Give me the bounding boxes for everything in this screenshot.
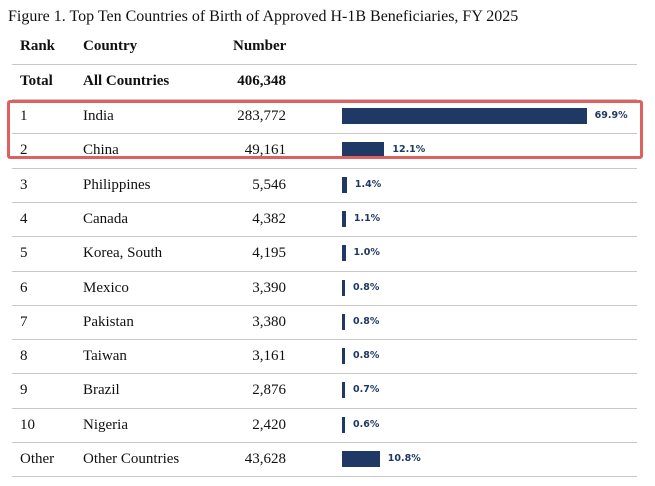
row-number: 5,546 <box>252 176 286 193</box>
bar-data-label: 0.8% <box>353 315 380 327</box>
row-number: 49,161 <box>244 142 286 159</box>
row-rule <box>12 304 637 306</box>
row-number: 2,876 <box>252 382 286 399</box>
bar-korea-south <box>342 245 346 262</box>
row-rank: 10 <box>20 416 35 433</box>
total-number: 406,348 <box>237 73 286 89</box>
row-rule <box>12 201 637 203</box>
row-country: Philippines <box>83 176 151 193</box>
row-rule <box>12 236 637 238</box>
highlight-box <box>7 100 643 159</box>
row-country: Nigeria <box>83 416 128 433</box>
bar-brazil <box>342 382 345 399</box>
total-rank: Total <box>20 73 53 89</box>
table-row: 2 China 49,161 12.1% <box>12 133 637 167</box>
bar-nigeria <box>342 416 345 433</box>
row-rank: 5 <box>20 245 28 262</box>
row-country: India <box>83 108 114 124</box>
row-rank: 3 <box>20 176 28 193</box>
row-rule <box>12 270 637 272</box>
row-number: 283,772 <box>237 108 286 124</box>
bar-data-label: 0.8% <box>353 281 380 293</box>
bar-other-countries <box>342 451 380 467</box>
row-number: 3,161 <box>252 348 286 365</box>
bar-data-label: 0.6% <box>353 418 380 430</box>
bar-data-label: 1.0% <box>353 247 380 259</box>
bar-pakistan <box>342 313 345 330</box>
row-number: 3,390 <box>252 279 286 296</box>
bar-data-label: 1.1% <box>353 212 381 224</box>
bar-china <box>342 142 385 159</box>
row-number: 4,382 <box>252 210 286 227</box>
bar-data-label: 12.1% <box>392 144 426 156</box>
row-rule <box>12 339 637 341</box>
header-rank: Rank <box>20 38 56 54</box>
bar-philippines <box>342 176 347 193</box>
row-country: Korea, South <box>83 245 163 262</box>
row-rank: 2 <box>20 142 28 159</box>
bar-data-label: 69.9% <box>594 110 628 121</box>
bar-data-label: 0.8% <box>353 350 380 362</box>
row-rule <box>12 167 637 169</box>
table-row: Other Other Countries 43,628 10.8% <box>12 442 637 476</box>
row-number: 2,420 <box>252 416 286 433</box>
row-country: Pakistan <box>83 313 134 330</box>
table-row: 1 India 283,772 69.9% <box>12 99 637 133</box>
row-rule <box>12 373 637 375</box>
table-row: 7 Pakistan 3,380 0.8% <box>12 305 637 339</box>
table-row: 3 Philippines 5,546 1.4% <box>12 168 637 202</box>
table-row: 10 Nigeria 2,420 0.6% <box>12 408 637 442</box>
bar-canada <box>342 210 346 227</box>
bar-taiwan <box>342 348 345 365</box>
bar-data-label: 0.7% <box>353 384 380 396</box>
row-rank: 6 <box>20 279 28 296</box>
row-rank: 7 <box>20 313 28 330</box>
table-row: 8 Taiwan 3,161 0.8% <box>12 339 637 373</box>
row-rank: 9 <box>20 382 28 399</box>
row-number: 3,380 <box>252 313 286 330</box>
bar-data-label: 10.8% <box>387 453 421 464</box>
header-rule <box>12 64 637 65</box>
row-rule <box>12 407 637 409</box>
figure-title: Figure 1. Top Ten Countries of Birth of … <box>8 8 519 25</box>
row-rank: 1 <box>20 108 28 124</box>
row-rank: 4 <box>20 210 28 227</box>
bar-india <box>342 108 587 124</box>
row-country: China <box>83 142 119 159</box>
row-rank: Other <box>20 451 55 467</box>
row-country: Brazil <box>83 382 120 399</box>
bottom-rule <box>12 476 637 478</box>
total-country: All Countries <box>83 73 170 89</box>
row-rule <box>12 133 637 135</box>
row-country: Other Countries <box>83 451 180 467</box>
bar-data-label: 1.4% <box>354 178 382 190</box>
row-rule <box>12 99 637 100</box>
row-country: Taiwan <box>83 348 127 365</box>
bar-mexico <box>342 279 345 296</box>
row-rule <box>12 442 637 443</box>
table-row: 6 Mexico 3,390 0.8% <box>12 271 637 305</box>
row-number: 4,195 <box>252 245 286 262</box>
total-row: Total All Countries 406,348 <box>12 64 637 98</box>
row-rank: 8 <box>20 348 28 365</box>
table-row: 9 Brazil 2,876 0.7% <box>12 373 637 407</box>
row-country: Mexico <box>83 279 129 296</box>
header-country: Country <box>83 38 138 54</box>
row-number: 43,628 <box>244 451 286 467</box>
table-row: 4 Canada 4,382 1.1% <box>12 202 637 236</box>
header-number: Number <box>233 38 287 54</box>
table-row: 5 Korea, South 4,195 1.0% <box>12 236 637 270</box>
row-country: Canada <box>83 210 128 227</box>
